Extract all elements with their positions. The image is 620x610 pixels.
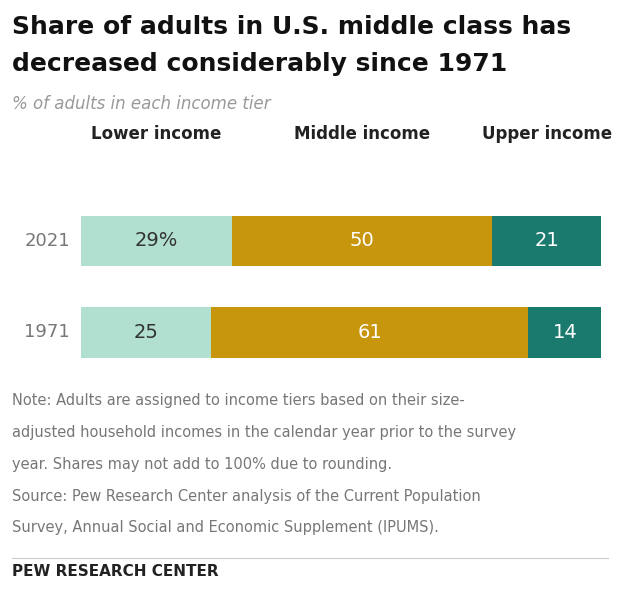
- Bar: [528, 307, 601, 357]
- Text: Survey, Annual Social and Economic Supplement (IPUMS).: Survey, Annual Social and Economic Suppl…: [12, 520, 440, 536]
- Text: PEW RESEARCH CENTER: PEW RESEARCH CENTER: [12, 564, 219, 580]
- Bar: [232, 216, 492, 266]
- Bar: [81, 216, 232, 266]
- Text: Middle income: Middle income: [294, 125, 430, 143]
- Bar: [492, 216, 601, 266]
- Text: 61: 61: [357, 323, 382, 342]
- Text: Note: Adults are assigned to income tiers based on their size-: Note: Adults are assigned to income tier…: [12, 393, 465, 409]
- Text: % of adults in each income tier: % of adults in each income tier: [12, 95, 271, 113]
- Bar: [211, 307, 528, 357]
- Text: 21: 21: [534, 231, 559, 251]
- Text: 29%: 29%: [135, 231, 178, 251]
- Text: Source: Pew Research Center analysis of the Current Population: Source: Pew Research Center analysis of …: [12, 489, 481, 504]
- Text: Share of adults in U.S. middle class has: Share of adults in U.S. middle class has: [12, 15, 572, 39]
- Text: 1971: 1971: [24, 323, 70, 342]
- Text: Lower income: Lower income: [91, 125, 221, 143]
- Text: year. Shares may not add to 100% due to rounding.: year. Shares may not add to 100% due to …: [12, 457, 392, 472]
- Text: 25: 25: [133, 323, 158, 342]
- Text: adjusted household incomes in the calendar year prior to the survey: adjusted household incomes in the calend…: [12, 425, 516, 440]
- Text: 2021: 2021: [25, 232, 70, 250]
- Bar: [81, 307, 211, 357]
- Text: decreased considerably since 1971: decreased considerably since 1971: [12, 52, 508, 76]
- Text: 14: 14: [552, 323, 577, 342]
- Text: 50: 50: [350, 231, 374, 251]
- Text: Upper income: Upper income: [482, 125, 612, 143]
